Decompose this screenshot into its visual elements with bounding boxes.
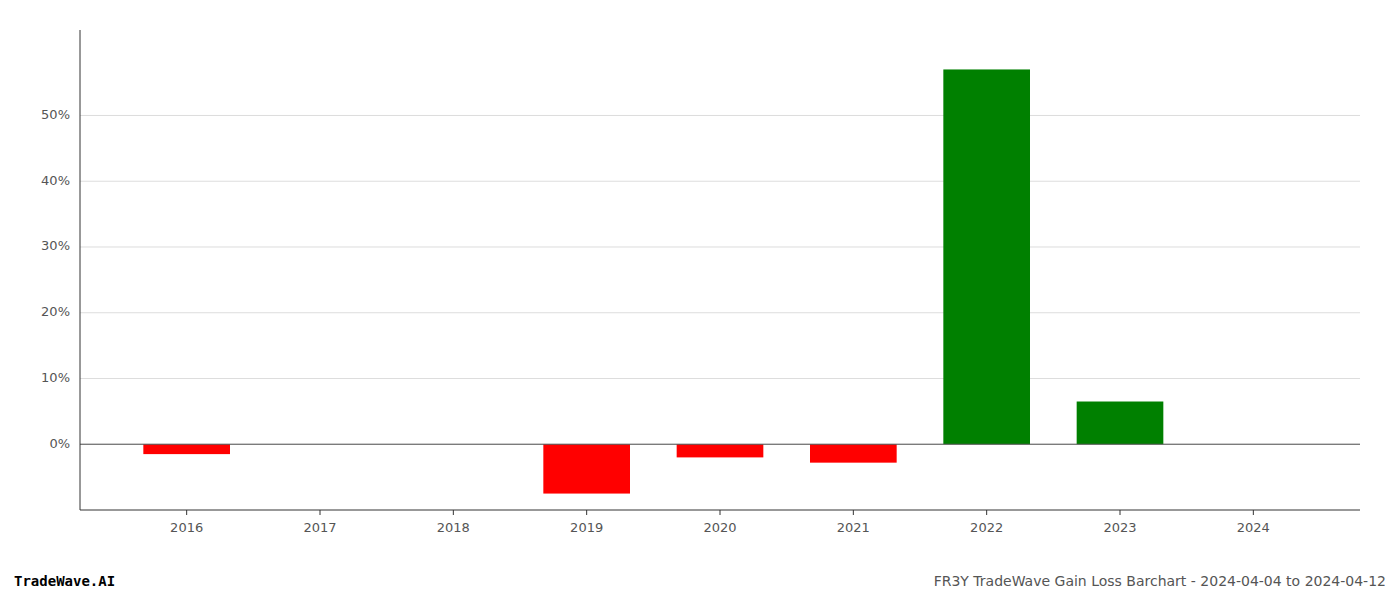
x-tick (720, 510, 721, 515)
x-tick (1253, 510, 1254, 515)
grid (80, 115, 1360, 444)
y-tick-label: 10% (41, 370, 70, 385)
y-tick-label: 30% (41, 238, 70, 253)
x-tick-label: 2024 (1237, 520, 1270, 535)
chart-title: FR3Y TradeWave Gain Loss Barchart - 2024… (934, 573, 1386, 589)
x-tick-label: 2021 (837, 520, 870, 535)
x-tick-label: 2023 (1103, 520, 1136, 535)
x-tick (853, 510, 854, 515)
zero-line (80, 444, 1360, 445)
x-tick-label: 2019 (570, 520, 603, 535)
x-tick-label: 2016 (170, 520, 203, 535)
grid-line (80, 312, 1360, 313)
x-tick (186, 510, 187, 515)
bars (143, 69, 1163, 493)
x-tick (986, 510, 987, 515)
x-tick (586, 510, 587, 515)
chart-container: 0% 10% 20% 30% 40% 50% 2016 2017 2018 2019 2020 202… (0, 0, 1400, 600)
grid-line (80, 444, 1360, 445)
y-axis-line (80, 30, 81, 510)
bar (677, 444, 764, 457)
grid-line (80, 246, 1360, 247)
x-tick (320, 510, 321, 515)
bar (1077, 402, 1164, 445)
bar (810, 444, 897, 462)
x-tick-label: 2020 (703, 520, 736, 535)
x-axis: 2016 2017 2018 2019 2020 2021 2022 2023 2024 (170, 510, 1270, 535)
y-tick-label: 20% (41, 304, 70, 319)
x-tick-label: 2022 (970, 520, 1003, 535)
chart-svg: 0% 10% 20% 30% 40% 50% 2016 2017 2018 2019 2020 202… (0, 0, 1400, 600)
y-tick-label: 40% (41, 173, 70, 188)
watermark: TradeWave.AI (14, 573, 115, 589)
grid-line (80, 378, 1360, 379)
x-tick-label: 2017 (303, 520, 336, 535)
x-tick (1120, 510, 1121, 515)
y-tick-label: 50% (41, 107, 70, 122)
grid-line (80, 181, 1360, 182)
x-tick (453, 510, 454, 515)
bar (143, 444, 230, 454)
y-tick-label: 0% (49, 436, 70, 451)
bar (543, 444, 630, 493)
bar (943, 69, 1030, 444)
x-tick-label: 2018 (437, 520, 470, 535)
grid-line (80, 115, 1360, 116)
y-axis: 0% 10% 20% 30% 40% 50% (41, 107, 70, 451)
